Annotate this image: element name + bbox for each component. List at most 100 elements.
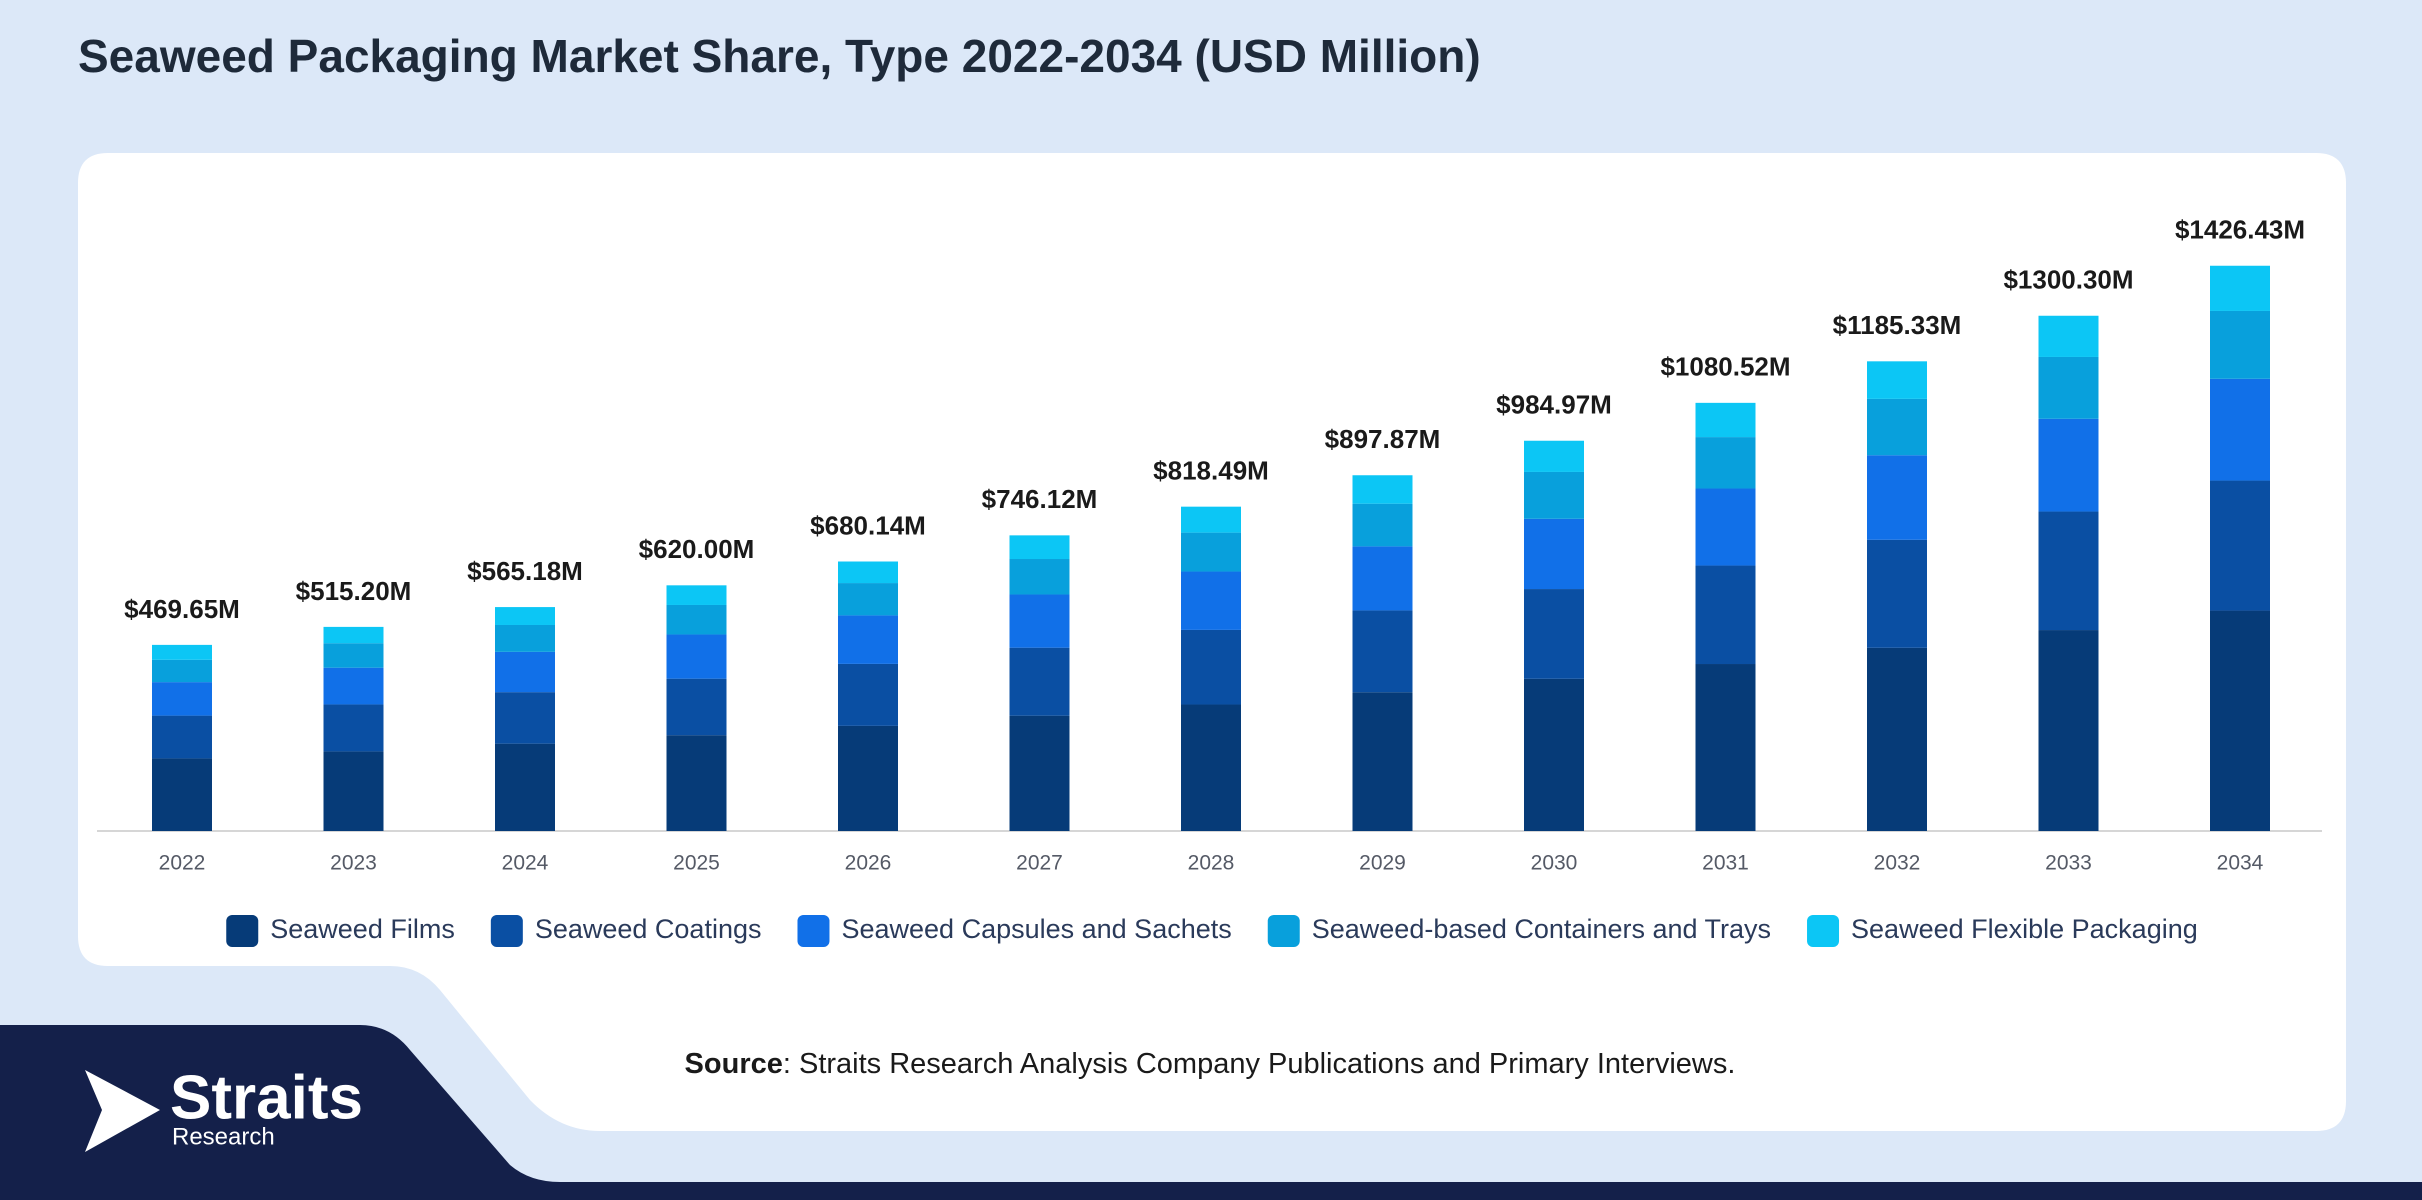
bar-segment [1181, 571, 1241, 630]
plot: $469.65M 2022 $515.20M 2023 $565.18M 2024 $620… [97, 215, 2322, 947]
bar-segment [323, 751, 384, 831]
bar-segment [1009, 647, 1070, 716]
total-label: $818.49M [1153, 456, 1269, 486]
x-tick-label: 2029 [1359, 852, 1406, 875]
footer-band [0, 1025, 2422, 1200]
bar-segment [666, 634, 727, 679]
bar-segment [2210, 265, 2270, 311]
bar-segment [666, 585, 727, 605]
x-tick-label: 2031 [1702, 852, 1749, 875]
bar-segment [1695, 565, 1756, 665]
bar-segment [2038, 356, 2099, 419]
total-label: $1080.52M [1660, 352, 1790, 382]
bar-segment [2038, 418, 2099, 512]
bar-segment [1867, 361, 1927, 399]
bar-segment [838, 561, 898, 584]
bar-segment [495, 692, 555, 744]
x-tick-label: 2023 [330, 852, 377, 875]
total-label: $897.87M [1325, 424, 1441, 454]
legend-label: Seaweed Flexible Packaging [1851, 914, 2198, 944]
bar-segment [323, 667, 384, 705]
x-tick-label: 2033 [2045, 852, 2092, 875]
bar-segment [1695, 437, 1756, 489]
legend-swatch [797, 915, 830, 947]
legend-item: Seaweed Flexible Packaging [1807, 914, 2198, 947]
bar-segment [1695, 488, 1756, 566]
bar-segment [495, 607, 555, 625]
x-tick-label: 2022 [159, 852, 206, 875]
logo-name: Straits [170, 1063, 363, 1132]
bar-segment [1181, 629, 1241, 705]
bar-segment [1867, 539, 1927, 648]
total-label: $1426.43M [2175, 215, 2305, 245]
bar-segment [1009, 535, 1070, 560]
bar-segment [2038, 511, 2099, 631]
logo-icon [85, 1070, 160, 1152]
bar-segment [1867, 647, 1927, 831]
bar-segment [1009, 559, 1070, 595]
bar-segment [1352, 503, 1413, 547]
x-tick-label: 2026 [845, 852, 892, 875]
total-label: $469.65M [124, 594, 240, 624]
bar-segment [666, 735, 727, 831]
bar-segment [2210, 310, 2270, 379]
bar-segment [495, 743, 555, 831]
bar-segment [1524, 518, 1584, 590]
bar-segment [495, 651, 555, 693]
legend-swatch [226, 915, 259, 947]
bar-segment [2038, 315, 2099, 357]
bar-segment [1695, 402, 1756, 438]
bar-segment [323, 643, 384, 668]
legend-swatch [1267, 915, 1300, 947]
legend-swatch [490, 915, 523, 947]
bar-segment [152, 659, 212, 683]
bar-segment [495, 624, 555, 652]
bar-segment [1524, 678, 1584, 831]
bar-segment [1181, 532, 1241, 572]
bar-segment [1352, 475, 1413, 504]
bar-segment [838, 583, 898, 616]
bar-segment [838, 615, 898, 664]
total-label: $515.20M [296, 576, 412, 606]
bar-segment [152, 644, 212, 660]
total-label: $620.00M [639, 534, 755, 564]
total-label: $1300.30M [2003, 265, 2133, 295]
bar-segment [1352, 692, 1413, 831]
total-label: $1185.33M [1833, 310, 1962, 340]
total-label: $984.97M [1496, 390, 1612, 420]
bar-segment [1867, 455, 1927, 540]
x-tick-label: 2027 [1016, 852, 1063, 875]
bar-segment [2210, 610, 2270, 831]
bar-segment [2210, 480, 2270, 611]
legend-swatch [1807, 915, 1840, 947]
bar-segment [323, 704, 384, 752]
x-tick-label: 2025 [673, 852, 720, 875]
bar-segment [1009, 594, 1070, 648]
bar-segment [1524, 589, 1584, 679]
bar-segment [1695, 664, 1756, 831]
bar-segment [1352, 610, 1413, 693]
legend-label: Seaweed Films [270, 914, 455, 944]
bar-segment [2038, 630, 2099, 831]
source-note: Source: Straits Research Analysis Compan… [685, 1048, 1736, 1080]
legend-item: Seaweed Capsules and Sachets [797, 914, 1232, 947]
bar-segment [1867, 398, 1927, 456]
bar-segment [838, 663, 898, 726]
x-tick-label: 2028 [1188, 852, 1235, 875]
x-tick-label: 2034 [2217, 852, 2264, 875]
bar-segment [152, 715, 212, 759]
bar-segment [1009, 715, 1070, 831]
bar-segment [2210, 378, 2270, 481]
legend-item: Seaweed Coatings [490, 914, 761, 947]
chart-title: Seaweed Packaging Market Share, Type 202… [78, 30, 1481, 82]
legend-item: Seaweed-based Containers and Trays [1267, 914, 1771, 947]
source-text: : Straits Research Analysis Company Publ… [783, 1048, 1736, 1080]
x-tick-label: 2030 [1531, 852, 1578, 875]
bar-segment [152, 682, 212, 716]
bar-segment [323, 626, 384, 644]
bar-segment [1352, 546, 1413, 611]
logo-tagline: Research [172, 1123, 275, 1150]
bar-segment [666, 604, 727, 635]
total-label: $565.18M [467, 556, 583, 586]
